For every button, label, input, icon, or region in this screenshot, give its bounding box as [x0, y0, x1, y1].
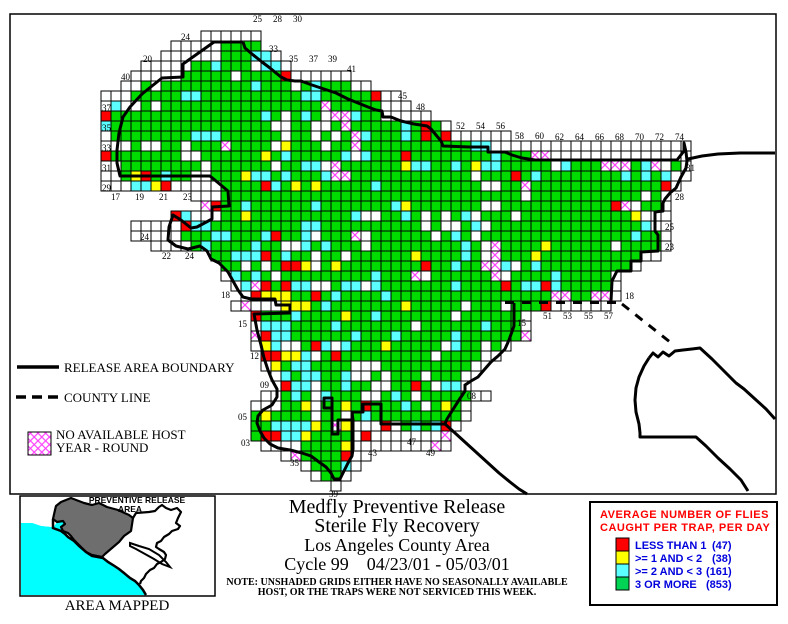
svg-text:AREA: AREA	[118, 504, 142, 514]
svg-text:33: 33	[102, 143, 112, 153]
svg-text:24: 24	[185, 251, 195, 261]
svg-text:28: 28	[675, 192, 685, 202]
svg-text:AVERAGE NUMBER OF FLIES: AVERAGE NUMBER OF FLIES	[600, 509, 769, 521]
svg-text:60: 60	[535, 131, 545, 141]
svg-text:(853): (853)	[706, 579, 732, 591]
svg-text:15: 15	[238, 319, 248, 329]
svg-text:45: 45	[398, 91, 408, 101]
svg-text:(161): (161)	[706, 566, 732, 578]
svg-text:68: 68	[615, 132, 625, 142]
svg-text:17: 17	[111, 192, 121, 202]
svg-text:28: 28	[273, 14, 283, 24]
svg-text:51: 51	[543, 311, 552, 321]
svg-text:AREA MAPPED: AREA MAPPED	[65, 598, 170, 614]
svg-text:31: 31	[686, 163, 695, 173]
svg-text:43: 43	[368, 448, 378, 458]
svg-text:(47): (47)	[712, 540, 732, 552]
svg-text:70: 70	[635, 132, 645, 142]
svg-text:53: 53	[563, 311, 573, 321]
svg-text:22: 22	[162, 251, 171, 261]
svg-text:Los Angeles County Area: Los Angeles County Area	[304, 535, 489, 555]
svg-text:39: 39	[328, 54, 338, 64]
svg-text:33: 33	[269, 44, 279, 54]
svg-text:25: 25	[253, 14, 263, 24]
svg-text:41: 41	[347, 64, 356, 74]
svg-text:PREVENTIVE RELEASE: PREVENTIVE RELEASE	[89, 495, 186, 505]
svg-text:62: 62	[555, 132, 564, 142]
svg-text:24: 24	[140, 232, 150, 242]
svg-text:57: 57	[604, 311, 614, 321]
svg-text:NO AVAILABLE HOST: NO AVAILABLE HOST	[56, 427, 186, 442]
svg-text:29: 29	[102, 183, 112, 193]
svg-text:47: 47	[407, 437, 417, 447]
svg-text:25: 25	[665, 222, 675, 232]
svg-text:HOST, OR THE TRAPS WERE NOT SE: HOST, OR THE TRAPS WERE NOT SERVICED THI…	[258, 587, 537, 598]
svg-text:(38): (38)	[712, 553, 732, 565]
svg-text:12: 12	[250, 351, 259, 361]
svg-text:YEAR - ROUND: YEAR - ROUND	[56, 440, 148, 455]
svg-text:18: 18	[221, 290, 231, 300]
svg-text:35: 35	[102, 123, 112, 133]
svg-text:72: 72	[655, 132, 664, 142]
svg-text:48: 48	[416, 102, 426, 112]
svg-text:23: 23	[183, 192, 193, 202]
svg-text:18: 18	[625, 291, 635, 301]
svg-text:05: 05	[238, 412, 248, 422]
svg-text:56: 56	[496, 121, 506, 131]
svg-text:LESS THAN 1: LESS THAN 1	[635, 540, 707, 552]
svg-text:Sterile Fly Recovery: Sterile Fly Recovery	[314, 515, 480, 537]
svg-text:49: 49	[426, 448, 436, 458]
svg-text:03: 03	[241, 438, 251, 448]
svg-text:64: 64	[575, 132, 585, 142]
svg-text:>= 2 AND < 3: >= 2 AND < 3	[635, 566, 702, 578]
svg-text:21: 21	[159, 192, 168, 202]
svg-text:58: 58	[515, 131, 525, 141]
svg-text:NOTE: UNSHADED GRIDS EITHER HA: NOTE: UNSHADED GRIDS EITHER HAVE NO SEAS…	[226, 577, 568, 588]
svg-text:40: 40	[121, 72, 131, 82]
svg-text:37: 37	[102, 103, 112, 113]
svg-text:39: 39	[329, 489, 339, 499]
svg-text:08: 08	[467, 391, 477, 401]
svg-text:74: 74	[675, 132, 685, 142]
svg-text:Cycle 99 04/23/01 - 05/03/0: Cycle 99 04/23/01 - 05/03/01	[284, 554, 509, 574]
svg-text:COUNTY LINE: COUNTY LINE	[64, 390, 151, 405]
svg-text:20: 20	[143, 54, 153, 64]
svg-text:37: 37	[309, 54, 319, 64]
svg-text:66: 66	[595, 132, 605, 142]
svg-text:15: 15	[517, 318, 527, 328]
svg-text:55: 55	[584, 311, 594, 321]
svg-text:35: 35	[290, 458, 300, 468]
svg-text:>= 1 AND < 2: >= 1 AND < 2	[635, 553, 702, 565]
svg-text:52: 52	[456, 121, 465, 131]
svg-text:Medfly Preventive Release: Medfly Preventive Release	[289, 496, 506, 518]
svg-text:CAUGHT PER TRAP, PER DAY: CAUGHT PER TRAP, PER DAY	[600, 522, 770, 534]
svg-text:54: 54	[476, 121, 486, 131]
svg-text:09: 09	[260, 380, 270, 390]
svg-text:23: 23	[665, 242, 675, 252]
svg-text:3 OR MORE: 3 OR MORE	[635, 579, 697, 591]
svg-text:RELEASE AREA BOUNDARY: RELEASE AREA BOUNDARY	[64, 360, 235, 375]
svg-text:24: 24	[181, 32, 191, 42]
svg-text:35: 35	[289, 54, 299, 64]
svg-text:30: 30	[293, 14, 303, 24]
svg-text:19: 19	[135, 192, 145, 202]
svg-text:31: 31	[102, 163, 111, 173]
